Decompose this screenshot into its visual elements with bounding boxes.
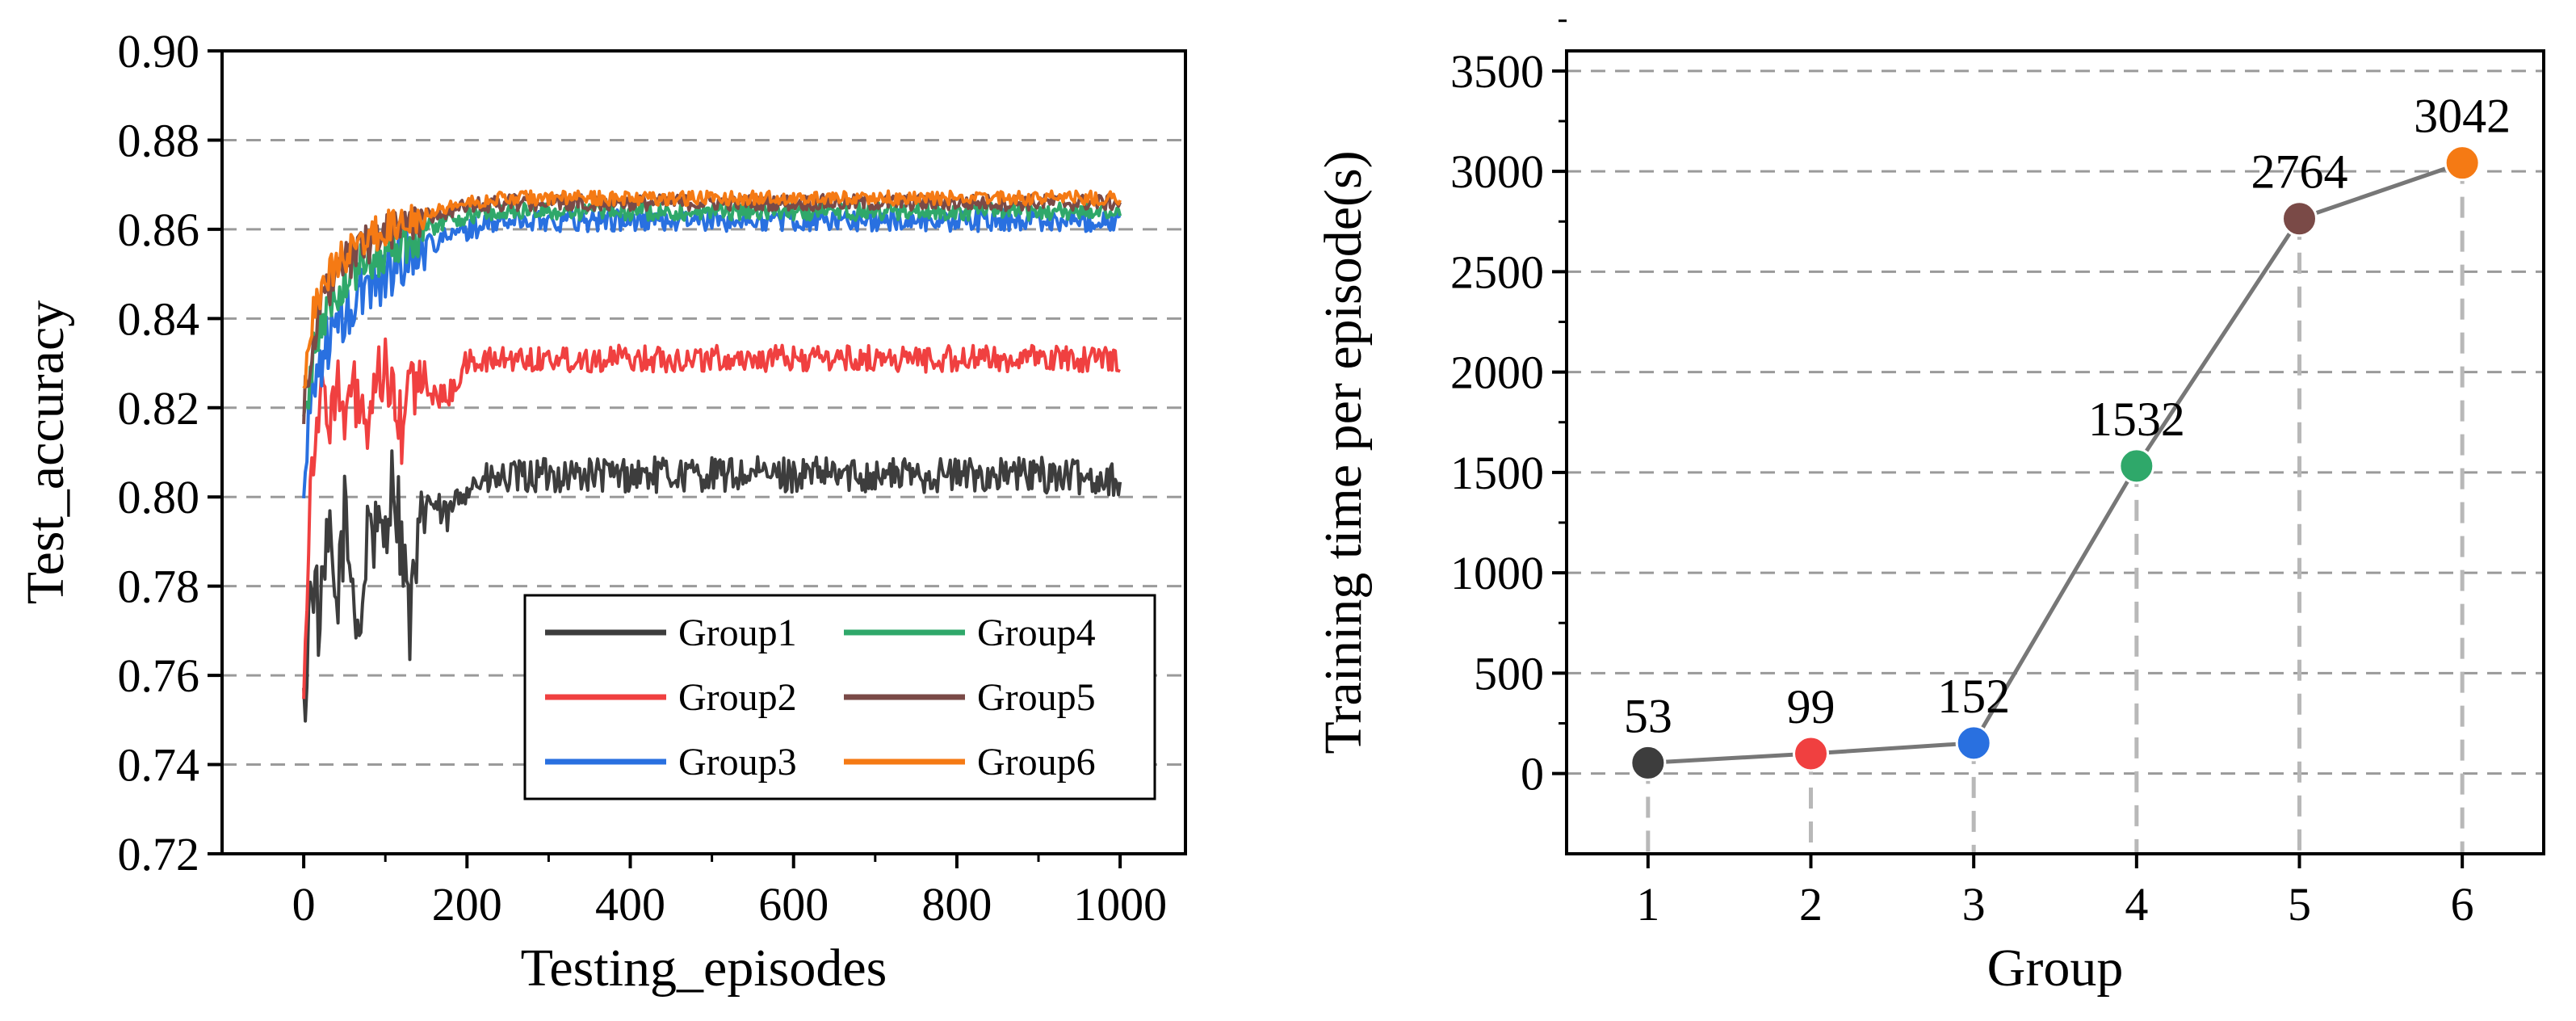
- training-time-plot-frame: [1565, 49, 2545, 855]
- accuracy-ticks: 0 200 400 600 800 1000 0.72 0.74 0.76 0.78 0.80 0.8…: [118, 25, 1168, 931]
- accuracy-y-tick-label: 0.82: [118, 382, 200, 435]
- accuracy-series-line-group5: [302, 192, 1122, 424]
- accuracy-y-tick-label: 0.76: [118, 649, 200, 702]
- training-time-point: [1630, 744, 1667, 781]
- training-time-gridlines: [1567, 69, 2544, 775]
- training-time-line: [1647, 161, 2463, 765]
- accuracy-series-line-group3: [302, 208, 1122, 499]
- accuracy-legend-label: Group3: [678, 741, 797, 784]
- accuracy-x-tick-label: 200: [432, 878, 502, 931]
- accuracy-x-axis-title: Testing_episodes: [521, 939, 887, 998]
- accuracy-y-tick-label: 0.78: [118, 561, 200, 613]
- training-time-point: [1793, 735, 1829, 772]
- training-time-ticks: 1 2 3 4 5 6 0 500 1000 1500 2000 2500 3000 3500: [1450, 19, 2474, 931]
- accuracy-y-tick-label: 0.88: [118, 114, 200, 166]
- training-time-y-tick-label: 2000: [1450, 347, 1544, 399]
- accuracy-series-line-group6: [302, 189, 1122, 389]
- training-time-point: [1955, 725, 1992, 762]
- accuracy-series-line-group1: [302, 449, 1122, 723]
- accuracy-series-line-group4: [302, 200, 1122, 417]
- accuracy-y-tick-label: 0.86: [118, 204, 200, 256]
- training-time-point: [2444, 145, 2481, 182]
- accuracy-legend-label: Group5: [977, 676, 1096, 719]
- accuracy-series-lines: [302, 189, 1122, 723]
- training-time-y-tick-label: 0: [1521, 748, 1544, 800]
- training-time-data-label: 1532: [2088, 393, 2185, 446]
- training-time-x-tick-label: 2: [1799, 878, 1823, 931]
- training-time-y-axis-title: Training time per episode(s): [1314, 150, 1373, 754]
- accuracy-legend-label: Group6: [977, 741, 1096, 784]
- training-time-drop-lines: [1646, 162, 2465, 854]
- accuracy-plot-frame: [220, 49, 1187, 855]
- accuracy-y-tick-label: 0.84: [118, 292, 200, 345]
- training-time-data-label: 152: [1937, 670, 2010, 723]
- training-time-x-tick-label: 4: [2125, 878, 2148, 931]
- accuracy-chart: 0 200 400 600 800 1000 0.72 0.74 0.76 0.78 0.80 0.8…: [16, 25, 1187, 998]
- training-time-y-tick-label: 500: [1474, 647, 1544, 700]
- training-time-point: [2281, 200, 2318, 237]
- training-time-data-label: 2764: [2251, 145, 2348, 199]
- training-time-y-tick-label: 2500: [1450, 246, 1544, 298]
- training-time-point: [2118, 447, 2155, 485]
- training-time-data-labels: 53 99 152 1532 2764 3042: [1624, 90, 2511, 743]
- training-time-y-tick-label: 1500: [1450, 447, 1544, 499]
- training-time-x-tick-label: 3: [1962, 878, 1986, 931]
- training-time-data-label: 99: [1787, 680, 1836, 733]
- accuracy-y-tick-label: 0.80: [118, 471, 200, 523]
- accuracy-x-tick-label: 1000: [1073, 878, 1167, 931]
- accuracy-legend-label: Group2: [678, 676, 797, 719]
- accuracy-y-tick-label: 0.90: [118, 25, 200, 78]
- training-time-data-label: 53: [1624, 689, 1672, 742]
- accuracy-y-tick-label: 0.74: [118, 739, 200, 792]
- training-time-y-tick-label: 3000: [1450, 145, 1544, 198]
- training-time-x-tick-label: 1: [1636, 878, 1659, 931]
- training-time-data-label: 3042: [2414, 90, 2511, 143]
- accuracy-legend-label: Group1: [678, 611, 797, 654]
- training-time-y-tick-label: 1000: [1450, 547, 1544, 599]
- training-time-points: [1630, 145, 2481, 781]
- accuracy-y-tick-label: 0.72: [118, 828, 200, 880]
- accuracy-series-line-group2: [302, 337, 1121, 700]
- accuracy-x-tick-label: 0: [292, 878, 316, 931]
- accuracy-x-tick-label: 800: [921, 878, 992, 931]
- training-time-y-tick-label: 3500: [1450, 45, 1544, 98]
- accuracy-y-axis-title: Test_accuracy: [16, 300, 75, 604]
- training-time-x-tick-label: 6: [2451, 878, 2474, 931]
- training-time-x-tick-label: 5: [2288, 878, 2311, 931]
- accuracy-x-tick-label: 600: [758, 878, 829, 931]
- training-time-chart: 53 99 152 1532 2764 3042 1 2 3 4 5 6 0 500 1000 1500 20…: [1314, 19, 2545, 998]
- training-time-x-axis-title: Group: [1987, 939, 2124, 998]
- accuracy-legend-label: Group4: [977, 611, 1096, 654]
- accuracy-x-tick-label: 400: [595, 878, 665, 931]
- accuracy-legend: Group1 Group2 Group3 Group4 Group5 Group6: [523, 594, 1156, 800]
